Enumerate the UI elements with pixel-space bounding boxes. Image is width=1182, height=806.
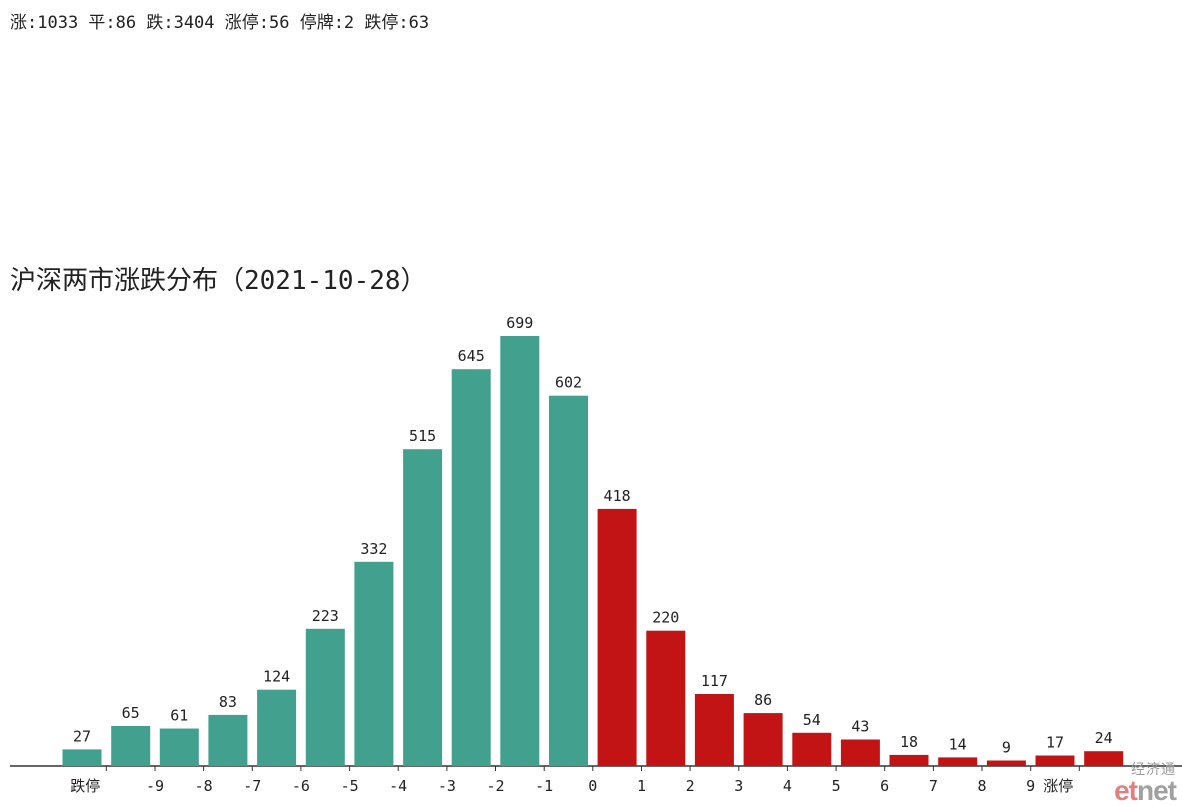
etnet-logo: 经济通 etnet [1114,762,1177,806]
bar-6 [354,561,394,766]
bar-0 [62,749,102,766]
bar-value-label-15: 54 [803,711,821,729]
bar-15 [792,732,832,766]
bar-16 [840,739,880,766]
logo-english-text: etnet [1114,775,1177,806]
bar-19 [986,760,1026,766]
bar-value-label-5: 223 [312,607,339,625]
x-tick-label-12: 2 [686,777,695,795]
x-tick-label-7: -3 [438,777,456,795]
bar-8 [451,369,491,766]
bar-9 [500,336,540,766]
bar-value-label-2: 61 [170,707,188,725]
logo-chinese-text: 经济通 [1131,762,1176,778]
bar-value-label-4: 124 [263,668,290,686]
x-tick-label-13: 3 [734,777,743,795]
bar-7 [403,449,443,766]
bar-value-label-21: 24 [1095,729,1113,747]
x-tick-label-0: 跌停 [70,777,100,795]
x-tick-label-6: -4 [389,777,407,795]
x-tick-label-16: 6 [880,777,889,795]
x-tick-label-1: -9 [146,777,164,795]
x-tick-label-15: 5 [832,777,841,795]
x-tick-label-17: 7 [929,777,938,795]
bar-18 [938,757,978,766]
bar-value-label-3: 83 [219,693,237,711]
bar-value-label-19: 9 [1002,739,1011,757]
bar-4 [257,689,297,766]
bar-value-label-20: 17 [1046,734,1064,752]
bar-10 [549,395,588,766]
bar-5 [305,628,345,766]
x-tick-label-14: 4 [783,777,792,795]
bar-14 [743,713,783,766]
bar-value-label-14: 86 [754,691,772,709]
bar-value-label-16: 43 [851,718,869,736]
bar-value-label-10: 602 [555,374,582,392]
bar-value-label-0: 27 [73,727,91,745]
bar-value-label-18: 14 [949,735,967,753]
bar-value-label-9: 699 [506,314,533,332]
bar-value-label-11: 418 [604,487,631,505]
bar-11 [597,508,637,766]
bar-2 [159,728,199,766]
bar-value-label-12: 220 [652,609,679,627]
bar-value-label-7: 515 [409,427,436,445]
market-stats: 涨:1033 平:86 跌:3404 涨停:56 停牌:2 跌停:63 [10,13,430,33]
chart-title: 沪深两市涨跌分布（2021-10-28） [10,266,427,296]
bar-12 [646,630,686,766]
bar-value-label-6: 332 [360,540,387,558]
x-tick-label-8: -2 [486,777,504,795]
x-tick-label-20: 涨停 [1043,777,1073,795]
x-tick-label-9: -1 [535,777,553,795]
bar-value-label-13: 117 [701,672,728,690]
bar-1 [111,726,151,766]
bar-13 [694,694,734,766]
x-tick-label-3: -7 [243,777,261,795]
bar-17 [889,754,929,766]
x-tick-label-18: 8 [977,777,986,795]
bar-value-label-8: 645 [458,347,485,365]
bar-20 [1035,755,1075,766]
x-tick-label-19: 9 [1026,777,1035,795]
x-tick-label-11: 1 [637,777,646,795]
x-tick-label-10: 0 [588,777,597,795]
x-tick-label-2: -8 [195,777,213,795]
bar-3 [208,714,248,766]
bar-21 [1084,751,1124,766]
x-tick-label-4: -6 [292,777,310,795]
bar-value-label-1: 65 [122,704,140,722]
x-tick-label-5: -5 [341,777,359,795]
bar-value-label-17: 18 [900,733,918,751]
